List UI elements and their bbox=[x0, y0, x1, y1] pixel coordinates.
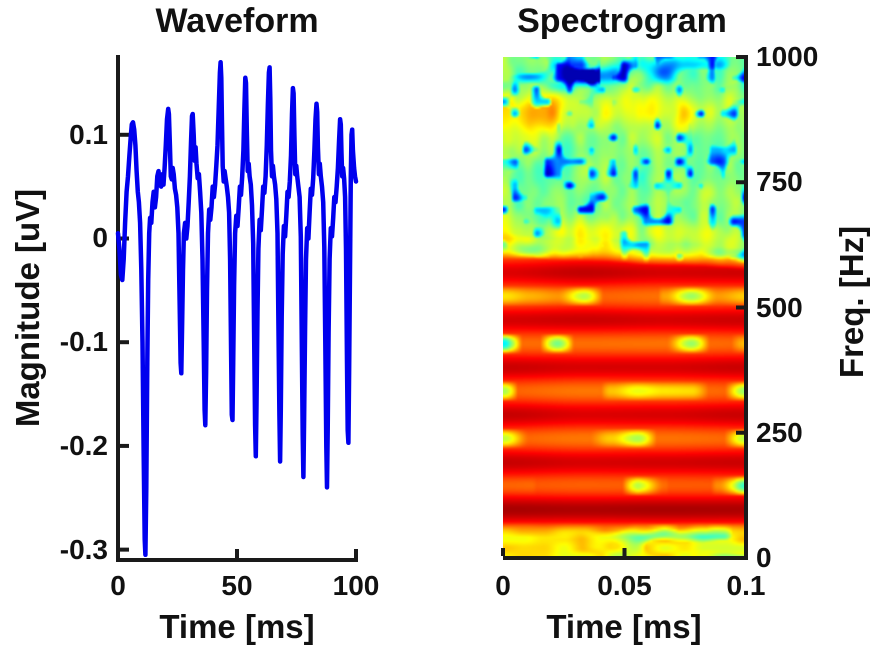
waveform-y-tick-label: 0 bbox=[92, 222, 108, 254]
waveform-y-tick-label: -0.2 bbox=[59, 429, 108, 461]
spectrogram-x-axis-label: Time [ms] bbox=[546, 608, 702, 645]
spectrogram-x-tick-label: 0 bbox=[495, 570, 511, 601]
spectrogram-y-tick-label: 250 bbox=[756, 416, 803, 448]
spectrogram-y-tick-label: 1000 bbox=[756, 41, 819, 72]
spectrogram-y-tick-label: 500 bbox=[756, 291, 803, 323]
spectrogram-y-tick-label: 0 bbox=[756, 542, 772, 573]
spectrogram-y-tick-label: 750 bbox=[756, 166, 803, 198]
waveform-x-axis-label: Time [ms] bbox=[159, 608, 315, 645]
waveform-y-tick-label: -0.3 bbox=[59, 533, 108, 565]
waveform-title: Waveform bbox=[155, 2, 319, 40]
waveform-y-tick-label: -0.1 bbox=[59, 326, 108, 358]
waveform-x-tick-label: 50 bbox=[221, 570, 253, 601]
spectrogram-y-axis-label: Freq. [Hz] bbox=[833, 225, 870, 379]
spectrogram-x-tick-label: 0.05 bbox=[597, 570, 652, 601]
waveform-y-tick-label: 0.1 bbox=[69, 118, 108, 150]
spectrogram-title: Spectrogram bbox=[517, 2, 727, 40]
waveform-x-tick-label: 0 bbox=[110, 570, 126, 601]
waveform-x-tick-label: 100 bbox=[332, 570, 380, 601]
spectrogram-x-tick-label: 0.1 bbox=[726, 570, 766, 601]
waveform-y-axis-label: Magnitude [uV] bbox=[9, 188, 46, 428]
waveform-line bbox=[115, 59, 359, 558]
spectrogram-image bbox=[503, 57, 746, 558]
